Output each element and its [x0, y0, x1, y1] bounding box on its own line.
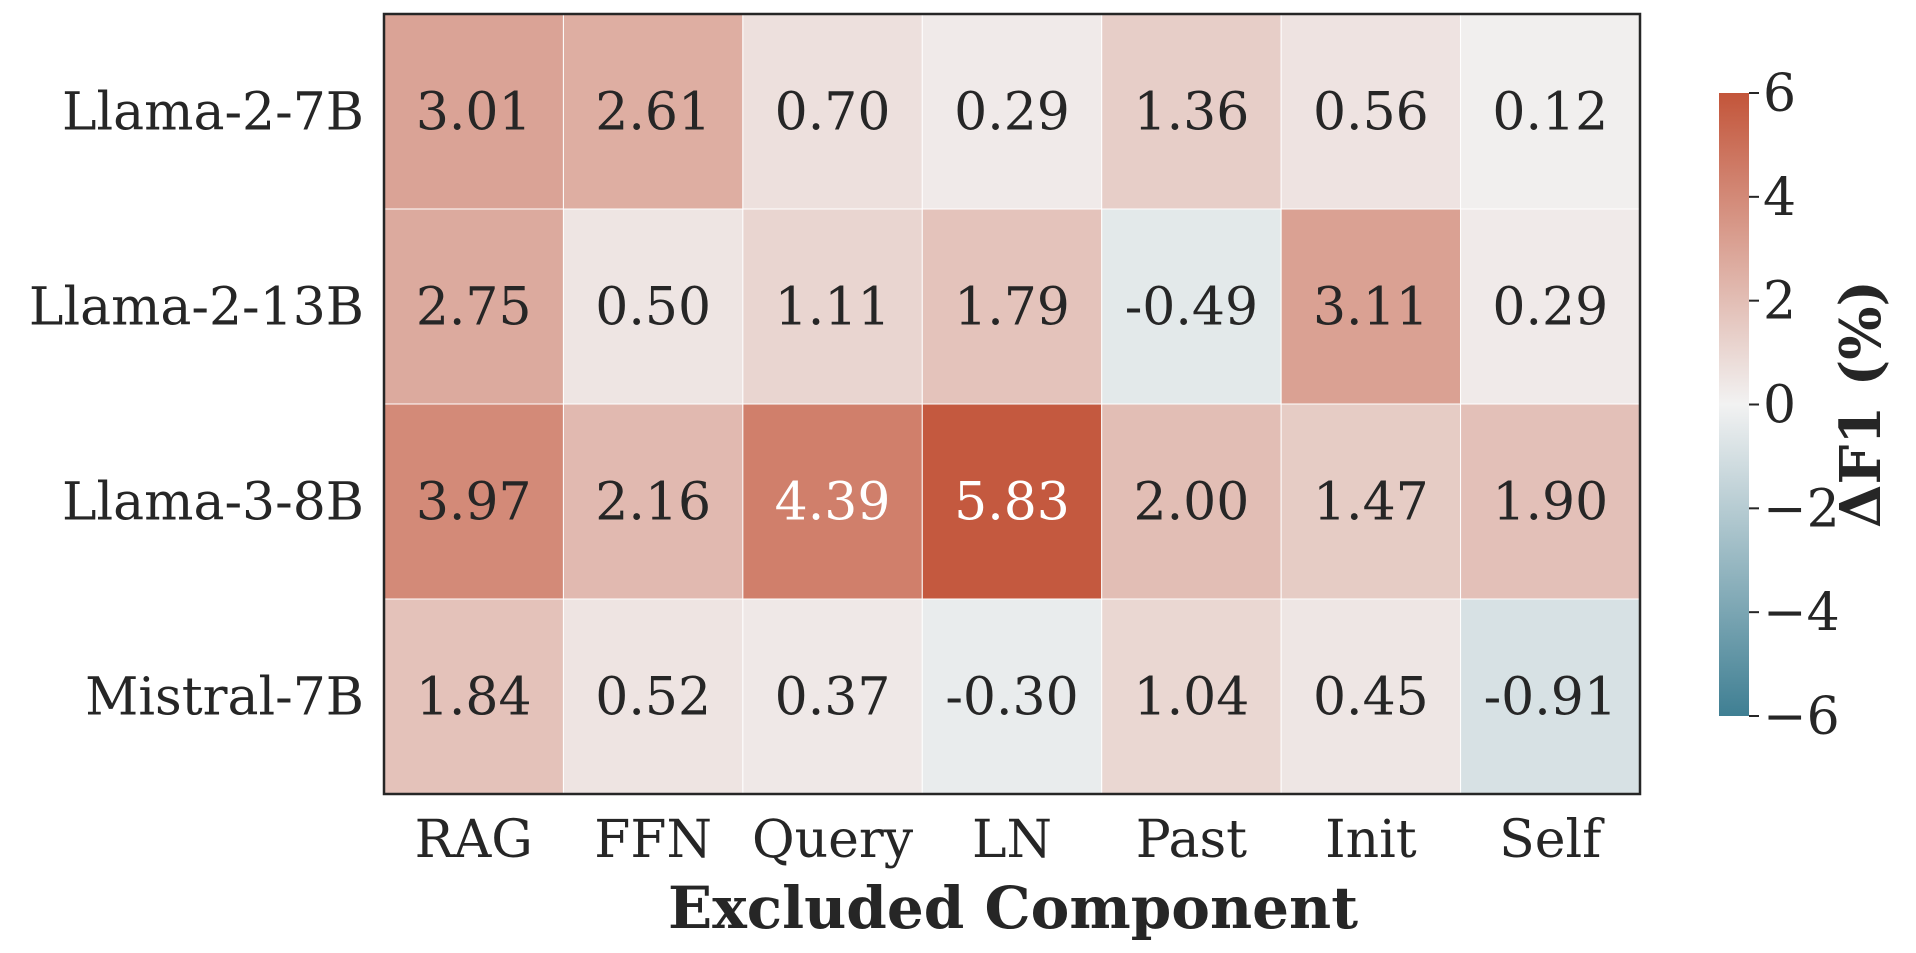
cell-value-label: 1.79 [954, 278, 1070, 338]
x-tick-labels: RAG FFN Query LN Past Init Self [415, 810, 1606, 870]
cell-value-label: 0.12 [1492, 83, 1608, 143]
colorbar-tick-label: 4 [1763, 168, 1796, 228]
y-tick-labels: Llama-2-7B Llama-2-13B Llama-3-8B Mistral-7… [29, 83, 364, 728]
y-tick-label: Llama-2-7B [62, 83, 364, 143]
cell-value-label: 0.29 [1492, 278, 1608, 338]
x-tick-label: Query [752, 810, 914, 870]
colorbar-tick-label: −4 [1763, 583, 1840, 643]
colorbar-tick-label: 0 [1763, 376, 1796, 436]
heatmap-cell [383, 208, 564, 405]
heatmap-cell [742, 208, 923, 405]
cell-value-label: 1.36 [1134, 83, 1250, 143]
heatmap-cell [742, 403, 923, 600]
cell-value-label: 1.04 [1134, 668, 1250, 728]
heatmap-cell [383, 13, 564, 210]
colorbar-label: ΔF1 (%) [1828, 280, 1894, 528]
cell-value-label: 3.01 [416, 83, 532, 143]
colorbar-gradient [1719, 93, 1749, 716]
heatmap-cell [921, 403, 1103, 600]
heatmap-cell [1460, 13, 1641, 210]
colorbar: 6 4 2 0 −2 −4 −6 ΔF1 (%) [1719, 64, 1894, 747]
heatmap-cell [1101, 403, 1282, 600]
cell-value-label: 1.47 [1313, 473, 1429, 533]
heatmap-cell [1101, 598, 1282, 795]
heatmap-cell [921, 13, 1103, 210]
cell-value-label: 0.70 [775, 83, 891, 143]
cell-value-label: 2.00 [1134, 473, 1250, 533]
x-tick-label: RAG [415, 810, 533, 870]
heatmap-cell [1460, 403, 1641, 600]
cell-value-label: 1.11 [775, 278, 891, 338]
heatmap-cell [1460, 598, 1641, 795]
cell-value-label: -0.30 [945, 668, 1078, 728]
x-axis-label: Excluded Component [668, 874, 1358, 942]
heatmap-cell [1280, 598, 1462, 795]
heatmap-cell [1280, 208, 1462, 405]
cell-value-label: 2.75 [416, 278, 532, 338]
heatmap-cell [383, 598, 564, 795]
cell-value-label: 3.97 [416, 473, 532, 533]
heatmap-cell [562, 403, 744, 600]
cell-value-label: 1.90 [1492, 473, 1608, 533]
colorbar-tick-label: 2 [1763, 272, 1796, 332]
x-tick-label: LN [972, 810, 1052, 870]
heatmap-cell [383, 403, 564, 600]
cell-value-label: 2.16 [595, 473, 711, 533]
cell-value-label: 0.37 [775, 668, 891, 728]
cell-value-label: -0.91 [1484, 668, 1617, 728]
colorbar-tick-label: −6 [1763, 687, 1840, 747]
heatmap-cell [1101, 13, 1282, 210]
plot-frame [382, 12, 1642, 796]
cell-value-label: 2.61 [595, 83, 711, 143]
cell-value-label: 0.52 [595, 668, 711, 728]
x-tick-label: Self [1499, 810, 1605, 870]
cell-value-label: 1.84 [416, 668, 532, 728]
y-tick-label: Llama-3-8B [62, 473, 364, 533]
heatmap-cell [1280, 13, 1462, 210]
cell-value-label: 0.50 [595, 278, 711, 338]
x-tick-label: Init [1325, 810, 1417, 870]
cell-value-label: 0.45 [1313, 668, 1429, 728]
heatmap-cells: 3.01 2.61 0.70 0.29 1.36 0.56 0.12 2.75 0.50 1.11… [383, 13, 1641, 795]
cell-value-label: 3.11 [1313, 278, 1429, 338]
heatmap-cell [921, 598, 1103, 795]
heatmap-cell [562, 13, 744, 210]
cell-value-label: 4.39 [775, 473, 891, 533]
colorbar-tick-label: 6 [1763, 64, 1796, 124]
heatmap-cell [562, 598, 744, 795]
y-tick-label: Mistral-7B [85, 668, 364, 728]
x-tick-label: Past [1136, 810, 1247, 870]
heatmap-cell [1460, 208, 1641, 405]
heatmap-cell [1101, 208, 1282, 405]
cell-value-label: 5.83 [954, 473, 1070, 533]
cell-value-label: -0.49 [1125, 278, 1258, 338]
colorbar-ticks: 6 4 2 0 −2 −4 −6 [1749, 64, 1840, 747]
y-tick-label: Llama-2-13B [29, 278, 364, 338]
heatmap-cell [1280, 403, 1462, 600]
cell-value-label: 0.29 [954, 83, 1070, 143]
cell-value-label: 0.56 [1313, 83, 1429, 143]
colorbar-tick-label: −2 [1763, 479, 1840, 539]
x-tick-label: FFN [594, 810, 712, 870]
